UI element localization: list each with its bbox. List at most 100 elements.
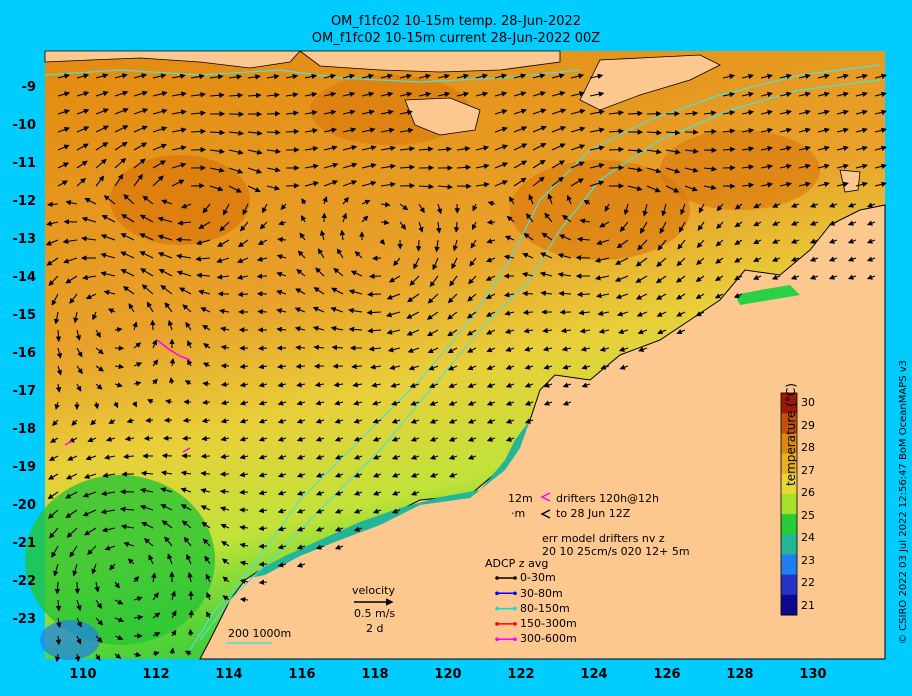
current-vector [239,560,249,566]
latitude-label: -17 [12,384,37,399]
current-vector [95,383,103,390]
current-vector [790,274,800,280]
current-vector [817,73,830,80]
current-vector [635,293,648,300]
current-vector [353,472,363,478]
current-vector [722,91,736,98]
current-vector [152,359,159,367]
current-vector [451,257,458,270]
current-vector [180,487,192,493]
current-vector [81,216,97,223]
current-vector [494,162,509,169]
current-vector [703,184,717,191]
current-vector [304,181,320,187]
current-vector [467,293,477,302]
current-vector [175,236,192,243]
current-vector [202,381,211,387]
current-vector [684,148,699,154]
current-vector [141,284,154,295]
current-vector [836,109,849,116]
current-vector [475,91,489,97]
cool-region [25,475,215,645]
current-vector [576,291,591,298]
current-vector [494,73,508,79]
current-vector [615,257,629,265]
current-vector [513,108,527,115]
current-vector [566,194,572,205]
current-vector [418,91,432,98]
current-vector [351,363,363,370]
current-vector [133,362,143,368]
current-vector [532,159,546,169]
current-vector [239,524,249,531]
current-vector [380,219,390,226]
current-vector [874,73,887,80]
current-vector [874,127,887,134]
current-vector [874,181,887,188]
current-vector [543,400,553,406]
current-vector [76,617,82,628]
current-vector [57,109,71,115]
current-vector [391,454,401,460]
current-vector [114,599,124,605]
current-vector [675,293,686,300]
current-vector [133,380,142,387]
current-vector [380,181,396,188]
current-vector [532,176,545,187]
current-vector [76,73,90,79]
current-vector [220,381,230,388]
current-vector [304,163,319,170]
current-vector [380,73,394,80]
current-vector [170,590,176,601]
current-vector [277,562,287,568]
current-vector [330,306,344,313]
current-vector [277,490,287,496]
current-vector [139,504,154,511]
current-vector [486,382,496,388]
current-vector [570,161,585,169]
current-vector [513,177,527,187]
current-vector [228,130,244,136]
current-vector [522,290,534,297]
current-vector [655,275,667,284]
current-vector [228,167,244,174]
current-vector [779,145,792,152]
current-vector [741,128,755,134]
current-vector [65,199,78,206]
colorbar-tick-label: 29 [801,418,815,432]
current-vector [447,329,458,337]
current-vector [635,257,648,267]
current-vector [108,418,116,425]
current-vector [182,435,192,442]
current-vector [391,418,401,424]
current-vector [114,382,123,388]
current-vector [429,275,439,288]
current-vector [524,400,534,406]
current-vector [323,162,339,169]
current-vector [380,91,394,98]
current-vector [152,143,167,151]
current-vector [627,166,643,173]
current-vector [828,202,838,208]
current-vector [56,617,62,629]
current-vector [562,214,572,223]
current-vector [239,221,249,232]
current-vector [722,146,736,153]
current-vector [874,145,887,152]
current-vector [160,470,173,476]
current-vector [76,91,90,97]
current-vector [760,182,774,188]
current-vector [206,611,212,619]
current-vector [315,418,325,424]
colorbar-tick-label: 28 [801,441,815,454]
current-vector [817,145,830,152]
current-vector [184,650,192,656]
current-vector [342,91,356,98]
current-vector [315,544,325,550]
current-vector [589,163,605,169]
current-vector [504,328,515,334]
current-vector [409,275,420,286]
current-vector [222,595,230,601]
current-vector [304,128,319,134]
latitude-label: -14 [12,270,37,285]
